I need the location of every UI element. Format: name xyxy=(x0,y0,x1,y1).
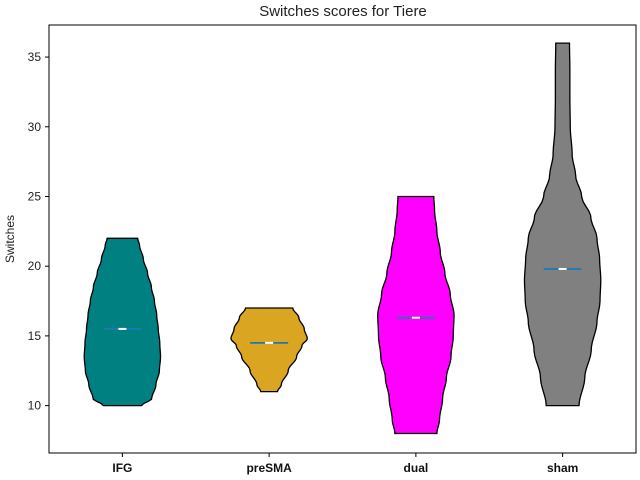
violin-dual xyxy=(377,195,455,435)
violin-body-sham xyxy=(523,42,602,407)
x-tick-label-preSMA: preSMA xyxy=(246,461,292,475)
plot-frame xyxy=(48,24,637,454)
y-tick-label: 20 xyxy=(28,259,42,273)
violins-layer xyxy=(83,42,602,435)
y-axis-label: Switches xyxy=(3,215,17,263)
y-tick-label: 35 xyxy=(28,50,42,64)
x-tick-label-dual: dual xyxy=(404,461,429,475)
violin-body-IFG xyxy=(83,237,162,407)
violin-IFG xyxy=(83,237,162,407)
x-tick-label-IFG: IFG xyxy=(112,461,132,475)
x-tick-label-sham: sham xyxy=(547,461,578,475)
y-tick-label: 10 xyxy=(28,399,42,413)
chart-title: Switches scores for Tiere xyxy=(259,3,427,20)
violin-sham xyxy=(523,42,602,407)
x-axis-ticks: IFG preSMA dual sham xyxy=(112,453,578,475)
y-axis-ticks: 10 15 20 25 30 35 xyxy=(28,50,49,413)
violin-body-preSMA xyxy=(230,307,308,393)
violin-body-dual xyxy=(377,195,455,435)
y-tick-label: 15 xyxy=(28,329,42,343)
axes-layer xyxy=(48,24,637,454)
violin-preSMA xyxy=(230,307,308,393)
y-tick-label: 25 xyxy=(28,189,42,203)
y-tick-label: 30 xyxy=(28,120,42,134)
